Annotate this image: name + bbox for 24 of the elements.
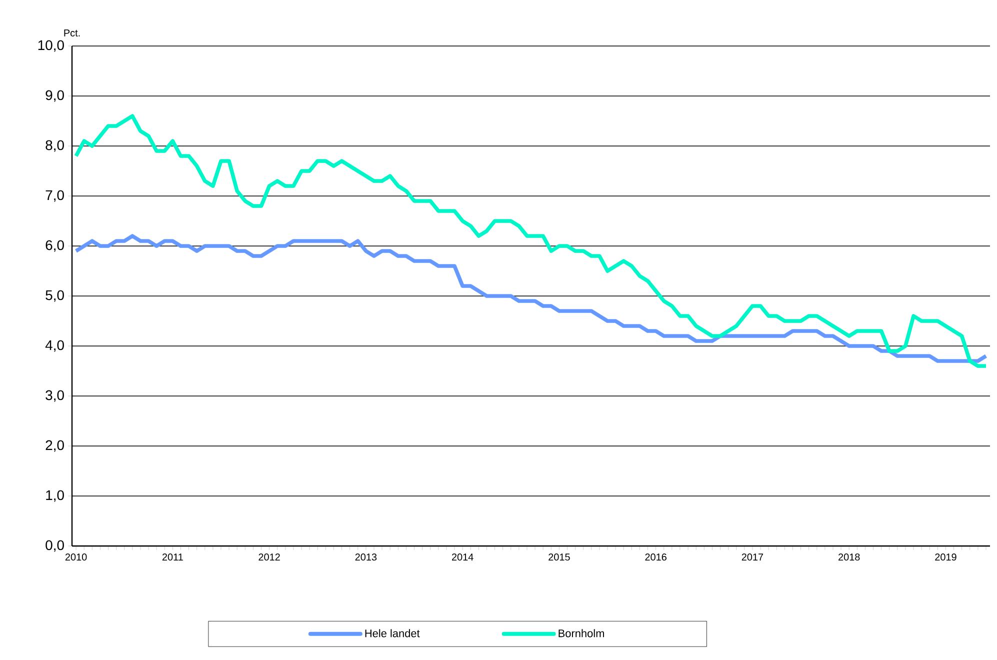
- x-tick-label: 2016: [645, 554, 666, 561]
- x-tick-label: 2010: [65, 554, 87, 561]
- x-tick-label: 2011: [162, 554, 183, 561]
- y-tick-label: 2,0: [46, 440, 64, 452]
- y-tick-label: 10,0: [38, 40, 64, 52]
- y-tick-label: 0,0: [46, 540, 64, 552]
- x-tick-label: 2014: [452, 554, 474, 561]
- x-tick-label: 2017: [742, 554, 764, 561]
- x-tick-label: 2012: [258, 554, 280, 561]
- x-tick-label: 2018: [838, 554, 860, 561]
- x-tick-label: 2013: [355, 554, 377, 561]
- y-axis-title: Pct.: [64, 30, 80, 36]
- legend-label: Hele landet: [365, 629, 420, 638]
- y-tick-label: 4,0: [45, 340, 64, 352]
- legend-label: Bornholm: [558, 629, 604, 638]
- x-tick-label: 2019: [935, 554, 956, 561]
- y-tick-label: 7,0: [46, 190, 64, 202]
- y-tick-label: 6,0: [46, 240, 64, 252]
- y-tick-label: 1,0: [46, 490, 64, 502]
- y-tick-label: 3,0: [46, 390, 64, 402]
- y-tick-label: 9,0: [46, 90, 64, 102]
- y-tick-label: 5,0: [46, 290, 64, 302]
- y-tick-label: 8,0: [46, 140, 64, 152]
- x-tick-label: 2015: [548, 554, 570, 561]
